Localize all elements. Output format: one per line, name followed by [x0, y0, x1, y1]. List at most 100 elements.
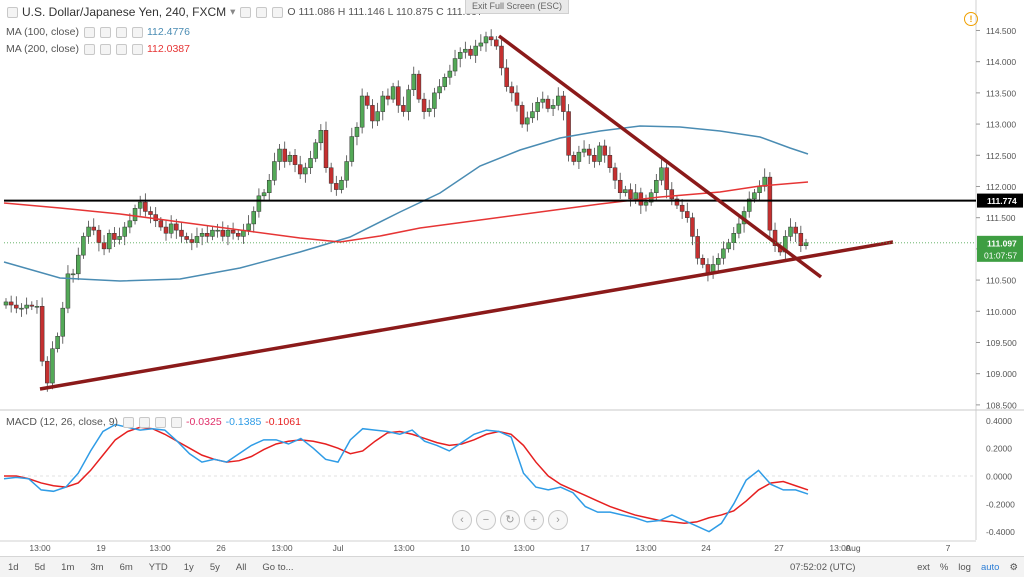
- macd-signal-value: -0.1385: [225, 416, 262, 428]
- candle-body: [633, 192, 638, 200]
- eye-icon[interactable]: [123, 416, 135, 428]
- price-tick-label: 114.000: [986, 57, 1016, 67]
- timeframe-1m[interactable]: 1m: [61, 561, 75, 573]
- symbol-title: U.S. Dollar/Japanese Yen, 240, FXCM: [22, 5, 227, 19]
- price-tick-label: 109.000: [986, 369, 1017, 379]
- candle-body: [721, 248, 726, 259]
- timeframe-1y[interactable]: 1y: [183, 561, 194, 573]
- candle-body: [654, 179, 659, 193]
- chart-nav-buttons: ‹ − ↻ + ›: [452, 510, 568, 530]
- candle-body: [29, 304, 35, 307]
- zoom-in-icon[interactable]: +: [524, 510, 544, 530]
- time-tick-label: 13:00: [829, 543, 851, 553]
- candle-body: [550, 105, 556, 109]
- candle-body: [143, 201, 148, 212]
- settings-icon[interactable]: [240, 6, 252, 18]
- ma100-label: MA (100, close): [6, 26, 79, 38]
- more-icon[interactable]: [131, 26, 143, 38]
- timeframe-5y[interactable]: 5y: [209, 561, 220, 573]
- reset-icon[interactable]: ↻: [500, 510, 520, 530]
- close-icon[interactable]: [115, 26, 127, 38]
- candle-body: [437, 86, 442, 94]
- macd-label: MACD (12, 26, close, 9): [6, 416, 119, 428]
- candle-body: [132, 208, 138, 222]
- candle-body: [334, 183, 339, 190]
- timeframe-6m[interactable]: 6m: [119, 561, 133, 573]
- candle-body: [184, 236, 189, 240]
- candle-body: [168, 223, 174, 234]
- macd-value: -0.0325: [186, 416, 222, 428]
- candle-body: [767, 176, 773, 231]
- uptrend-line: [39, 240, 894, 391]
- macd-legend: MACD (12, 26, close, 9) -0.0325 -0.1385 …: [6, 416, 301, 428]
- close-icon[interactable]: [115, 43, 127, 55]
- price-axis-bg: [976, 0, 1024, 556]
- candle-body: [256, 195, 262, 212]
- price-tick-label: 110.000: [986, 307, 1016, 317]
- candle-body: [540, 98, 546, 103]
- close-icon[interactable]: [272, 6, 284, 18]
- candle-body: [478, 42, 484, 47]
- candle-body: [674, 198, 680, 206]
- timeframe-ytd[interactable]: YTD: [148, 561, 168, 573]
- close-icon[interactable]: [155, 416, 167, 428]
- settings-icon[interactable]: [99, 43, 111, 55]
- scroll-right-icon[interactable]: ›: [548, 510, 568, 530]
- candle-body: [163, 226, 169, 234]
- timeframe-all[interactable]: All: [235, 561, 247, 573]
- macd-tick-label: -0.4000: [986, 527, 1015, 537]
- zoom-out-icon[interactable]: −: [476, 510, 496, 530]
- candle-body: [576, 151, 582, 162]
- candle-body: [519, 105, 525, 125]
- candle-body: [148, 211, 153, 215]
- timeframe-3m[interactable]: 3m: [90, 561, 104, 573]
- candle-body: [731, 233, 736, 243]
- eye-icon[interactable]: [83, 26, 95, 38]
- candle-body: [230, 229, 236, 234]
- timeframe-5d[interactable]: 5d: [34, 561, 46, 573]
- macd-tick-label: 0.0000: [986, 472, 1012, 482]
- collapse-icon[interactable]: [7, 6, 18, 18]
- candle-body: [106, 233, 112, 250]
- candle-body: [726, 242, 731, 250]
- candle-body: [426, 108, 432, 112]
- ma100-line: [3, 125, 809, 282]
- settings-icon[interactable]: [99, 26, 111, 38]
- candle-body: [499, 45, 504, 69]
- candle-body: [50, 348, 55, 384]
- candle-body: [323, 130, 329, 169]
- exit-fullscreen-button[interactable]: Exit Full Screen (ESC): [465, 0, 570, 14]
- dropdown-icon[interactable]: ▾: [230, 6, 236, 18]
- timeframe-1d[interactable]: 1d: [8, 561, 19, 573]
- candle-body: [494, 39, 499, 47]
- auto-toggle[interactable]: auto: [980, 561, 1000, 573]
- scroll-left-icon[interactable]: ‹: [452, 510, 472, 530]
- time-tick-label: 13:00: [513, 543, 535, 553]
- settings-icon[interactable]: [139, 416, 151, 428]
- candle-body: [643, 201, 649, 206]
- candle-body: [509, 86, 515, 94]
- goto-date-button[interactable]: Go to...: [262, 561, 294, 573]
- eye-icon[interactable]: [256, 6, 268, 18]
- candle-body: [96, 229, 102, 243]
- percent-toggle[interactable]: %: [939, 561, 949, 573]
- log-toggle[interactable]: log: [958, 561, 971, 573]
- warning-icon[interactable]: !: [964, 12, 978, 26]
- ext-toggle[interactable]: ext: [917, 561, 930, 573]
- settings-icon[interactable]: ⚙: [1009, 561, 1018, 573]
- ohlc-values: O 111.086 H 111.146 L 110.875 C 111.097: [287, 6, 483, 18]
- price-tick-label: 113.000: [986, 120, 1016, 130]
- candle-body: [19, 307, 24, 310]
- time-tick-label: 19: [96, 543, 106, 553]
- time-tick-label: 10: [460, 543, 470, 553]
- candle-body: [695, 236, 700, 259]
- eye-icon[interactable]: [83, 43, 95, 55]
- candle-body: [772, 229, 778, 247]
- candle-body: [282, 148, 287, 162]
- candle-body: [313, 142, 318, 159]
- more-icon[interactable]: [171, 416, 183, 428]
- candle-body: [411, 73, 416, 91]
- more-icon[interactable]: [131, 43, 143, 55]
- macd-signal-line: [4, 426, 809, 525]
